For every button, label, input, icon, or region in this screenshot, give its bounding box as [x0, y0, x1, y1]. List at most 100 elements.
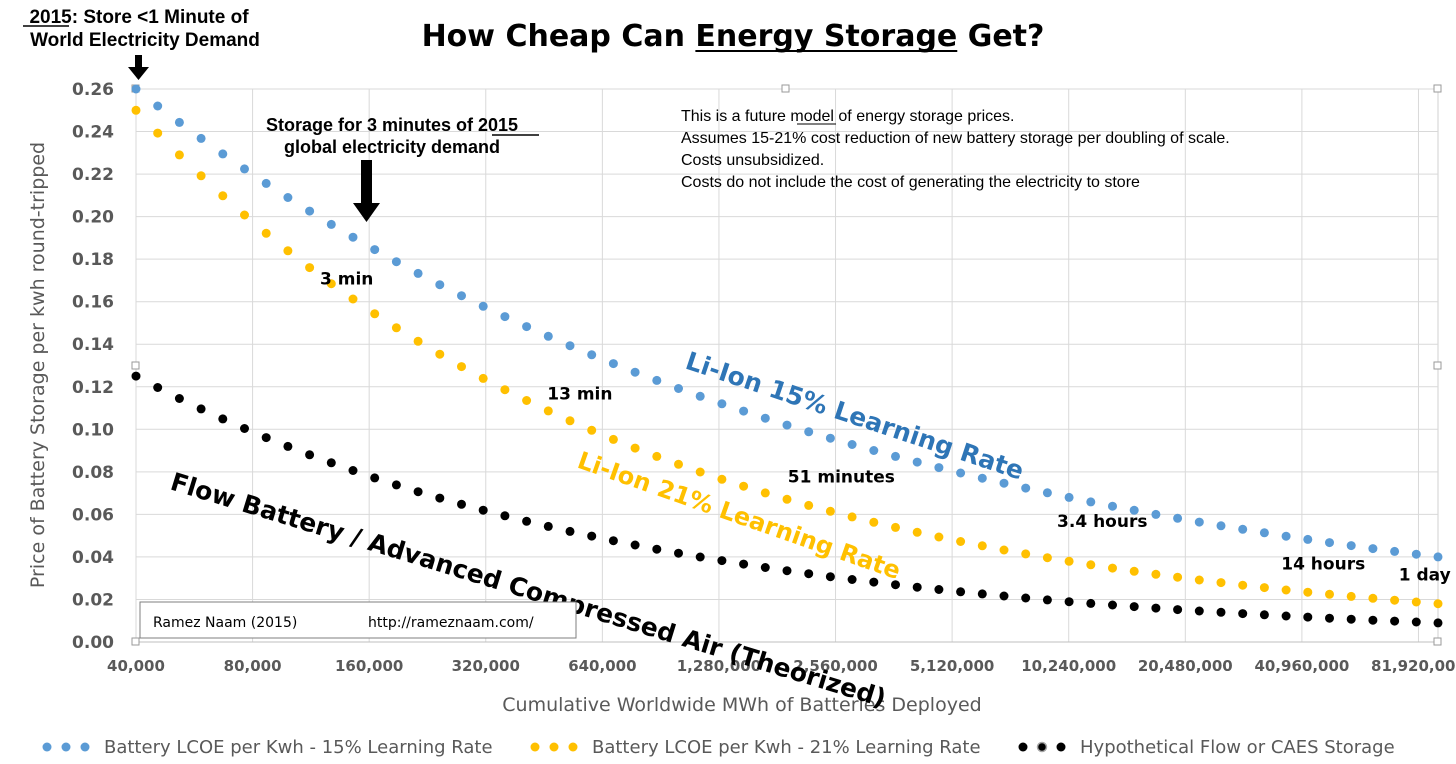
handle-right-middle[interactable]	[1433, 361, 1442, 370]
data-point	[804, 500, 814, 510]
data-point	[891, 522, 900, 532]
data-point	[1086, 560, 1096, 570]
handle-top-middle[interactable]	[781, 84, 790, 93]
legend-item: Battery LCOE per Kwh - 21% Learning Rate	[530, 737, 981, 758]
data-point	[999, 545, 1009, 555]
data-point	[782, 494, 792, 504]
series-1	[131, 84, 1443, 562]
data-point	[196, 404, 206, 414]
data-point	[1173, 605, 1183, 615]
selection-handles[interactable]	[131, 84, 1442, 646]
handle-bottom-right[interactable]	[1433, 637, 1442, 646]
data-point	[283, 441, 293, 451]
data-point	[478, 301, 488, 311]
data-point	[1238, 524, 1248, 534]
data-point	[674, 548, 683, 558]
data-point	[1129, 505, 1139, 515]
data-point	[1216, 607, 1226, 617]
data-point	[1433, 552, 1443, 562]
time-annotations: 3 min 13 min 51 minutes 3.4 hours 14 hours 1 …	[320, 270, 1451, 586]
data-point	[1390, 595, 1400, 605]
data-point	[218, 191, 228, 201]
data-point	[1259, 528, 1269, 538]
data-point	[587, 425, 597, 435]
data-point	[1064, 597, 1074, 607]
handle-left-middle[interactable]	[131, 361, 140, 370]
data-point	[1151, 569, 1161, 579]
data-point	[435, 349, 445, 359]
data-point	[869, 517, 879, 527]
callout-storage-line2: global electricity demand	[284, 137, 500, 157]
data-point	[1021, 483, 1031, 493]
data-point	[1259, 610, 1269, 620]
data-point	[1368, 615, 1378, 625]
y-tick-label: 0.10	[72, 420, 114, 440]
data-point	[500, 511, 510, 521]
data-point	[1194, 575, 1204, 585]
data-point	[1281, 531, 1291, 541]
data-point	[326, 458, 336, 468]
data-point	[522, 322, 532, 332]
legend-marker	[549, 742, 559, 752]
data-point	[1129, 602, 1139, 612]
legend-label: Hypothetical Flow or CAES Storage	[1080, 737, 1395, 758]
series-2	[131, 105, 1443, 609]
data-point	[977, 589, 987, 599]
data-point	[1173, 513, 1183, 523]
note-line-3: Costs unsubsidized.	[681, 152, 824, 169]
data-point	[1303, 534, 1313, 544]
data-point	[1086, 598, 1096, 608]
data-point	[587, 350, 597, 360]
data-point	[1411, 617, 1421, 627]
y-tick-label: 0.26	[72, 80, 114, 100]
data-point	[348, 232, 358, 242]
data-point	[1325, 613, 1334, 623]
data-point	[760, 413, 770, 423]
y-tick-label: 0.14	[72, 335, 114, 355]
data-point	[869, 577, 879, 587]
data-point	[348, 294, 358, 304]
data-point	[760, 563, 770, 572]
credit-author: Ramez Naam (2015)	[153, 615, 297, 631]
data-point	[131, 371, 141, 381]
data-point	[435, 493, 445, 503]
data-point	[912, 457, 922, 467]
data-point	[847, 512, 857, 522]
data-point	[240, 424, 249, 433]
y-tick-label: 0.04	[72, 548, 114, 568]
handle-top-right[interactable]	[1433, 84, 1442, 93]
data-point	[153, 383, 163, 392]
data-point	[717, 399, 727, 409]
data-point	[478, 373, 488, 383]
data-point	[1368, 593, 1378, 603]
data-point	[956, 468, 966, 478]
data-point	[912, 527, 922, 537]
note-line-2: Assumes 15-21% cost reduction of new bat…	[681, 130, 1230, 147]
handle-bottom-left[interactable]	[131, 637, 140, 646]
x-tick-label: 40,000	[107, 657, 165, 675]
data-point	[391, 257, 401, 267]
data-point	[1021, 549, 1031, 559]
data-point	[543, 521, 553, 531]
data-point	[413, 487, 423, 497]
data-point	[565, 526, 575, 536]
time-annotation: 1 day	[1399, 565, 1451, 585]
data-point	[1411, 597, 1421, 607]
x-tick-label: 20,480,000	[1138, 657, 1233, 675]
data-point	[977, 473, 987, 483]
data-point	[1021, 593, 1031, 603]
data-point	[1303, 612, 1313, 622]
time-annotation: 3.4 hours	[1057, 512, 1147, 532]
credit-url[interactable]: http://rameznaam.com/	[368, 615, 534, 631]
data-point	[174, 117, 184, 127]
chart-title: How Cheap Can Energy Storage Get?	[422, 19, 1045, 54]
data-point	[1303, 587, 1313, 597]
data-point	[326, 219, 336, 229]
data-point	[1346, 541, 1356, 551]
note-line-4: Costs do not include the cost of generat…	[681, 174, 1140, 191]
data-point	[630, 367, 640, 377]
data-point	[457, 499, 466, 509]
data-point	[891, 451, 900, 461]
arrow-down-icon	[353, 160, 380, 222]
x-tick-label: 81,920,000	[1371, 657, 1456, 675]
